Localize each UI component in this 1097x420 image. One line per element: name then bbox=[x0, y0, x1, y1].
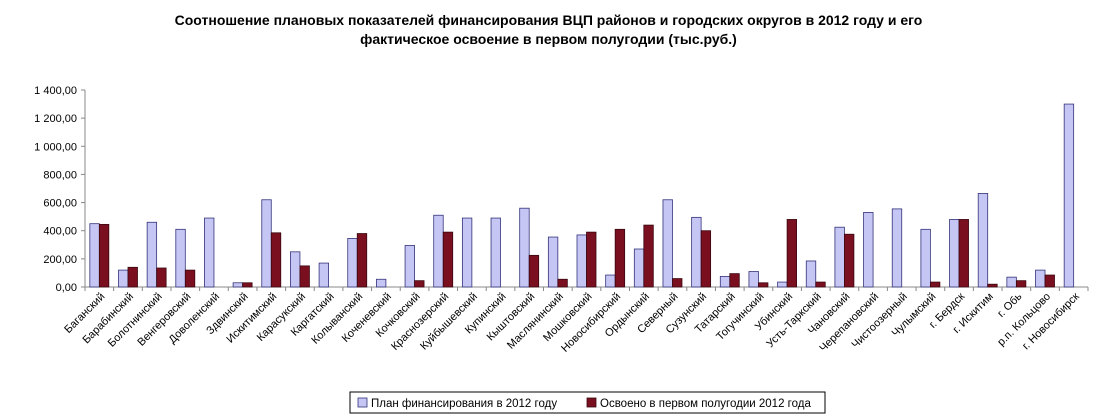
bar-actual bbox=[299, 265, 310, 288]
legend-swatch-actual bbox=[586, 397, 597, 408]
bar-actual bbox=[127, 266, 138, 288]
bar-actual bbox=[815, 281, 826, 288]
bar-actual bbox=[242, 282, 253, 288]
bar-plan bbox=[1063, 103, 1075, 288]
bar-actual bbox=[98, 223, 110, 288]
legend-label-plan: План финансирования в 2012 году bbox=[371, 398, 557, 410]
bar-actual bbox=[987, 283, 998, 288]
bar-actual bbox=[672, 278, 683, 288]
bar-plan bbox=[204, 217, 215, 288]
bar-plan bbox=[433, 214, 444, 288]
bar-plan bbox=[232, 282, 244, 288]
bar-plan bbox=[404, 245, 415, 288]
y-tick-label: 1 000,00 bbox=[34, 141, 77, 153]
bar-plan bbox=[1035, 269, 1046, 288]
bar-plan bbox=[977, 193, 989, 288]
bar-plan bbox=[1006, 276, 1017, 288]
bar-plan bbox=[662, 199, 673, 288]
y-tick-label: 1 200,00 bbox=[34, 113, 77, 125]
bar-plan bbox=[691, 216, 702, 288]
y-tick-label: 200,00 bbox=[43, 254, 77, 266]
bar-plan bbox=[805, 260, 817, 288]
bar-plan bbox=[318, 262, 329, 288]
y-tick-label: 1 400,00 bbox=[34, 85, 77, 97]
bar-plan bbox=[633, 248, 645, 288]
chart-title-line-1: Соотношение плановых показателей финанси… bbox=[174, 12, 923, 28]
y-tick-label: 0,00 bbox=[56, 282, 77, 294]
bar-actual bbox=[929, 281, 941, 288]
bar-actual bbox=[1044, 274, 1055, 288]
bar-plan bbox=[290, 251, 301, 288]
bar-plan bbox=[490, 217, 501, 288]
bar-plan bbox=[576, 234, 587, 288]
bar-plan bbox=[461, 217, 473, 288]
bar-plan bbox=[547, 236, 559, 288]
bar-plan bbox=[949, 219, 960, 288]
bar-plan bbox=[834, 226, 845, 288]
bar-plan bbox=[777, 281, 788, 288]
bar-plan bbox=[863, 212, 874, 288]
bar-plan bbox=[375, 278, 387, 288]
bar-actual bbox=[643, 224, 654, 288]
bar-plan bbox=[146, 221, 158, 288]
bar-plan bbox=[605, 274, 616, 288]
bar-actual bbox=[958, 219, 969, 288]
bar-plan bbox=[748, 271, 759, 288]
y-tick-label: 600,00 bbox=[43, 198, 77, 210]
bar-actual bbox=[1015, 280, 1027, 288]
bar-plan bbox=[347, 238, 358, 288]
bar-actual bbox=[156, 267, 167, 288]
y-tick-label: 400,00 bbox=[43, 226, 77, 238]
bar-actual bbox=[270, 232, 282, 288]
bar-actual bbox=[442, 231, 454, 288]
bar-actual bbox=[786, 219, 797, 288]
bar-actual bbox=[586, 231, 597, 288]
bar-plan bbox=[175, 228, 186, 288]
bar-plan bbox=[920, 228, 931, 288]
y-tick-label: 800,00 bbox=[43, 169, 77, 181]
legend-label-actual: Освоено в первом полугодии 2012 года bbox=[600, 398, 811, 410]
bar-actual bbox=[844, 233, 855, 288]
legend-swatch-plan bbox=[357, 397, 368, 408]
chart-title-line-2: фактическое освоение в первом полугодии … bbox=[360, 31, 737, 47]
bar-actual bbox=[758, 282, 769, 288]
bar-actual bbox=[528, 254, 540, 288]
bar-plan bbox=[719, 276, 731, 288]
bar-plan bbox=[891, 208, 903, 288]
bar-plan bbox=[118, 269, 129, 288]
bar-actual bbox=[414, 280, 425, 288]
bar-actual bbox=[356, 233, 368, 288]
bar-actual bbox=[614, 228, 626, 288]
bar-plan bbox=[89, 223, 100, 288]
bar-actual bbox=[557, 278, 568, 288]
bar-actual bbox=[729, 273, 740, 288]
bar-actual bbox=[700, 230, 712, 288]
bar-plan bbox=[519, 207, 530, 288]
bar-plan bbox=[261, 199, 272, 288]
bar-actual bbox=[184, 269, 196, 288]
